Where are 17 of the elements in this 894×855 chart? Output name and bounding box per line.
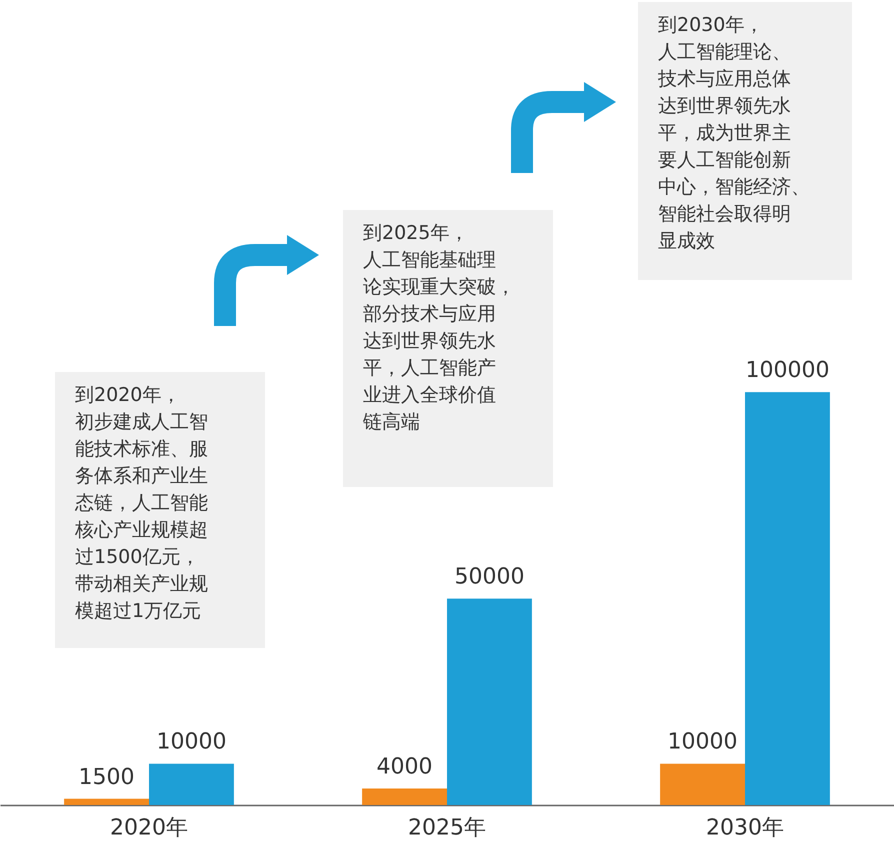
- data-label: 100000: [745, 358, 830, 384]
- data-label: 1500: [78, 764, 135, 790]
- data-label: 4000: [376, 754, 433, 780]
- bar: [149, 764, 234, 805]
- bar: [447, 598, 532, 805]
- x-tick-label: 2025年: [408, 816, 486, 840]
- data-label: 10000: [668, 730, 738, 755]
- data-label: 50000: [454, 564, 524, 590]
- bar: [362, 788, 447, 805]
- x-tick-label: 2020年: [110, 816, 188, 840]
- bar: [660, 764, 745, 805]
- text: 到2030年，人工智能理论、技术与应用总体达到世界领先水平，成为世界主要人工智能创新中心，智能经济、智能社会取得明显成效: [658, 14, 810, 252]
- data-label: 10000: [156, 730, 226, 755]
- bar: [64, 798, 149, 805]
- x-tick-label: 2030年: [706, 816, 784, 840]
- text: 到2020年，初步建成人工智能技术标准、服务体系和产业生态链，人工智能核心产业规模超过1500亿元，带动相关产业规模超过1万亿元: [75, 384, 208, 622]
- bar: [745, 392, 830, 805]
